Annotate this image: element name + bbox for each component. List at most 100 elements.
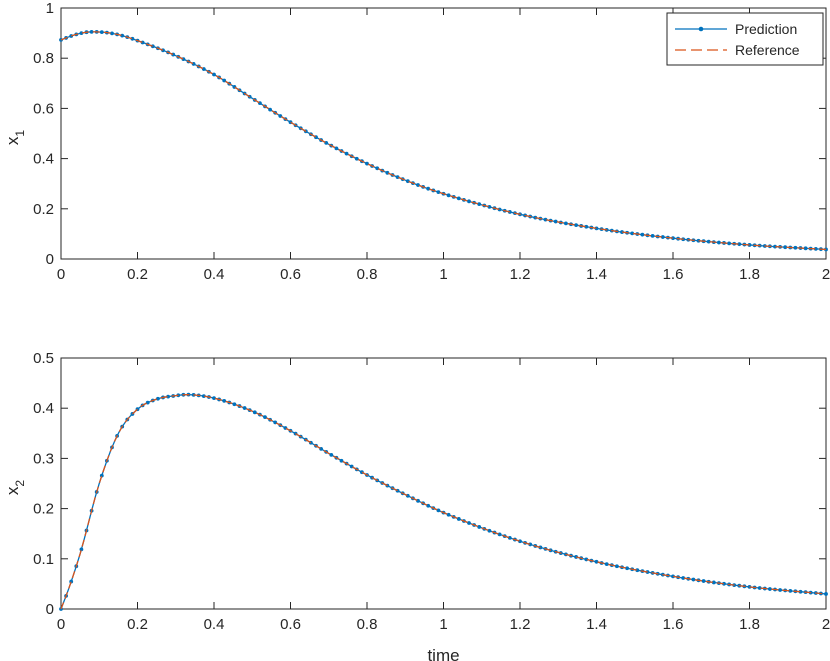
prediction-marker bbox=[604, 562, 609, 566]
prediction-marker bbox=[553, 219, 558, 224]
prediction-marker bbox=[635, 568, 640, 573]
x-tick-label: 2 bbox=[822, 266, 830, 283]
x-tick-label: 0 bbox=[57, 266, 65, 283]
y-axis-label-main: x bbox=[3, 486, 22, 495]
prediction-marker bbox=[793, 245, 798, 250]
y-axis-label-subscript: 2 bbox=[13, 480, 27, 487]
y-tick-label: 0 bbox=[46, 601, 54, 618]
prediction-marker bbox=[671, 236, 675, 241]
prediction-marker bbox=[706, 239, 711, 244]
prediction-marker bbox=[727, 241, 731, 246]
prediction-marker bbox=[477, 202, 482, 207]
prediction-marker bbox=[757, 586, 762, 590]
prediction-marker bbox=[737, 242, 742, 247]
x-tick-label: 0.4 bbox=[204, 616, 225, 633]
prediction-marker bbox=[497, 207, 502, 212]
prediction-marker bbox=[354, 156, 359, 161]
prediction-marker bbox=[783, 245, 788, 250]
legend: Prediction Reference bbox=[666, 12, 824, 66]
y-tick-label: 0.3 bbox=[33, 450, 54, 467]
prediction-marker bbox=[334, 146, 339, 151]
prediction-marker bbox=[212, 72, 216, 77]
prediction-marker bbox=[681, 576, 686, 580]
legend-label: Reference bbox=[735, 42, 800, 58]
prediction-marker bbox=[89, 29, 94, 34]
prediction-marker bbox=[798, 589, 803, 594]
x-tick-label: 0.2 bbox=[127, 616, 148, 633]
y-tick-label: 0.4 bbox=[33, 151, 54, 168]
prediction-marker bbox=[696, 238, 701, 243]
prediction-marker bbox=[120, 33, 125, 38]
plot-area bbox=[60, 357, 827, 610]
series-line-reference bbox=[60, 393, 827, 610]
prediction-marker bbox=[252, 410, 257, 415]
x-tick-label: 0.8 bbox=[357, 616, 378, 633]
prediction-marker bbox=[79, 31, 84, 36]
prediction-marker bbox=[436, 508, 441, 513]
prediction-marker bbox=[824, 247, 828, 252]
y-axis-label: x1 bbox=[3, 130, 27, 146]
prediction-marker bbox=[436, 190, 441, 195]
x-tick-label: 1.6 bbox=[663, 266, 684, 283]
prediction-marker bbox=[232, 402, 237, 407]
prediction-marker bbox=[446, 193, 451, 198]
y-axis-label: x2 bbox=[3, 480, 27, 496]
y-tick-label: 0.6 bbox=[33, 100, 54, 117]
prediction-marker bbox=[201, 394, 206, 398]
prediction-marker bbox=[564, 221, 568, 226]
prediction-marker bbox=[543, 217, 548, 222]
prediction-marker bbox=[344, 151, 349, 156]
prediction-marker bbox=[625, 566, 629, 571]
prediction-marker bbox=[671, 574, 675, 579]
prediction-marker bbox=[594, 226, 599, 231]
prediction-marker bbox=[773, 244, 777, 249]
prediction-marker bbox=[615, 564, 619, 569]
prediction-marker bbox=[242, 406, 247, 410]
prediction-marker bbox=[533, 215, 538, 220]
prediction-marker bbox=[640, 232, 645, 237]
prediction-marker bbox=[620, 230, 624, 234]
prediction-marker bbox=[650, 233, 655, 238]
prediction-marker bbox=[722, 581, 726, 586]
prediction-marker bbox=[263, 415, 267, 420]
x-tick-label: 0 bbox=[57, 616, 65, 633]
prediction-marker bbox=[166, 394, 171, 399]
prediction-marker bbox=[574, 223, 578, 228]
y-tick-label: 0.1 bbox=[33, 551, 54, 568]
legend-marker-prediction bbox=[698, 26, 704, 32]
series-line-reference bbox=[60, 31, 827, 251]
prediction-marker bbox=[701, 579, 706, 583]
prediction-marker bbox=[778, 588, 782, 592]
prediction-marker bbox=[584, 224, 589, 229]
prediction-marker bbox=[456, 196, 461, 201]
prediction-marker bbox=[711, 580, 716, 585]
x-tick-label: 0.4 bbox=[204, 266, 225, 283]
prediction-marker bbox=[813, 246, 818, 251]
x-tick-label: 1 bbox=[439, 616, 447, 633]
prediction-marker bbox=[477, 525, 482, 529]
prediction-marker bbox=[747, 243, 752, 247]
prediction-marker bbox=[99, 30, 104, 35]
prediction-marker bbox=[110, 31, 114, 36]
x-tick-label: 2 bbox=[822, 616, 830, 633]
x-tick-label: 1.6 bbox=[663, 616, 684, 633]
x-axis-label: time bbox=[427, 646, 459, 661]
y-tick-label: 0.2 bbox=[33, 501, 54, 518]
prediction-marker bbox=[594, 559, 599, 564]
prediction-marker bbox=[584, 557, 589, 562]
y-axis-label-main: x bbox=[3, 136, 22, 145]
prediction-marker bbox=[768, 587, 772, 591]
prediction-marker bbox=[467, 521, 471, 525]
prediction-marker bbox=[803, 246, 808, 251]
x-tick-label: 1.8 bbox=[739, 266, 760, 283]
prediction-marker bbox=[446, 512, 451, 517]
x-tick-label: 0.6 bbox=[280, 266, 301, 283]
prediction-marker bbox=[487, 204, 492, 209]
prediction-marker bbox=[660, 235, 665, 239]
prediction-marker bbox=[456, 517, 461, 521]
y-axis-label-subscript: 1 bbox=[13, 130, 27, 137]
prediction-marker bbox=[574, 555, 578, 559]
x2-axes: 0 0.2 0.4 0.6 0.8 1 1.2 1.4 1.6 1.8 2 0 0.1 0.2 0.3 0.4… bbox=[3, 350, 830, 661]
prediction-marker bbox=[717, 240, 721, 245]
